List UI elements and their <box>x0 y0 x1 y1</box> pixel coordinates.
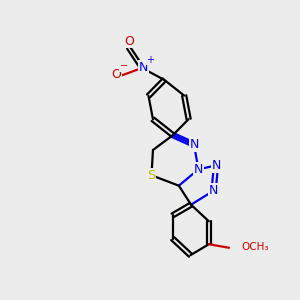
Text: O: O <box>124 35 134 48</box>
Text: S: S <box>147 169 156 182</box>
Text: N: N <box>189 138 199 151</box>
Text: N: N <box>211 159 221 172</box>
Text: +: + <box>146 55 154 64</box>
Text: −: − <box>119 61 128 71</box>
Text: N: N <box>194 163 203 176</box>
Text: N: N <box>139 61 148 74</box>
Text: OCH₃: OCH₃ <box>242 242 269 252</box>
Text: O: O <box>111 68 121 81</box>
Text: N: N <box>209 184 218 197</box>
